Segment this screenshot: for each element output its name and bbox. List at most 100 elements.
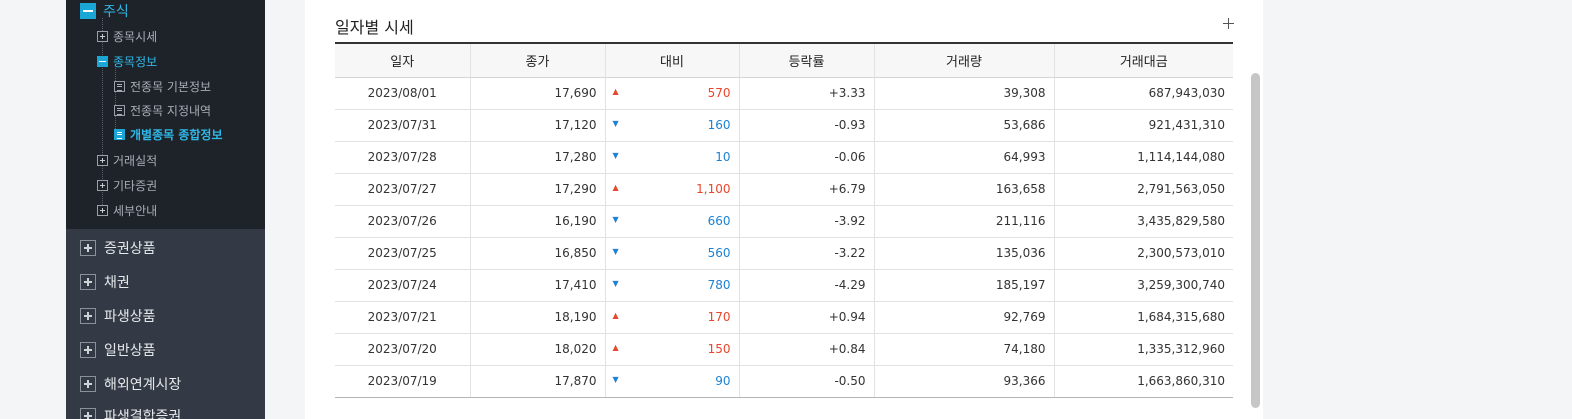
cell-diff: ▲ 1,100 [604,173,739,206]
expand-icon[interactable] [97,31,108,42]
cell-rate: +6.79 [738,173,874,206]
main-content: 일자별 시세 일자 종가 대비 등락률 거래량 거래대금 2023/08/01 1… [305,0,1263,419]
cell-date: 2023/07/28 [335,141,470,174]
cell-close: 17,690 [469,77,605,110]
cell-close: 17,410 [469,269,605,302]
document-icon [114,81,125,92]
table-row: 2023/07/27 17,290 ▲ 1,100 +6.79 163,658 2,791,… [335,173,1233,206]
expand-icon[interactable] [80,308,96,324]
cell-close: 18,020 [469,333,605,366]
tree-node-item-price[interactable]: 종목시세 [97,28,157,45]
sidebar-item-derivatives[interactable]: 파생상품 [80,306,156,326]
cell-volume: 93,366 [873,365,1054,398]
collapse-icon[interactable] [97,56,108,67]
cell-volume: 135,036 [873,237,1054,270]
plus-icon[interactable] [1223,18,1234,29]
table-row: 2023/07/19 17,870 ▼ 90 -0.50 93,366 1,663,860,… [335,365,1233,398]
sidebar-item-label: 증권상품 [104,241,156,257]
tree-node-all-basic-info[interactable]: 전종목 기본정보 [114,78,211,95]
cell-diff: ▲ 170 [604,301,739,334]
tree-connector [102,18,103,211]
table-row: 2023/07/31 17,120 ▼ 160 -0.93 53,686 921,431,3… [335,109,1233,142]
sidebar-item-label: 파생결합증권 [104,409,182,419]
diff-value: 10 [715,150,731,164]
arrow-down-icon: ▼ [612,118,619,128]
diff-value: 1,100 [696,182,731,196]
tree-node-item-info[interactable]: 종목정보 [97,53,157,70]
cell-close: 17,120 [469,109,605,142]
cell-close: 17,290 [469,173,605,206]
sidebar-item-label: 일반상품 [104,343,156,359]
diff-value: 150 [707,342,731,356]
expand-icon[interactable] [97,205,108,216]
tree-node-label: 거래실적 [113,154,158,168]
arrow-down-icon: ▼ [612,374,619,384]
cell-rate: -3.92 [738,205,874,238]
expand-icon[interactable] [80,376,96,392]
cell-diff: ▼ 560 [604,237,739,270]
cell-amount: 921,431,310 [1053,109,1233,142]
cell-amount: 1,114,144,080 [1053,141,1233,174]
arrow-down-icon: ▼ [612,278,619,288]
tree-node-stock[interactable]: 주식 [80,1,129,21]
arrow-up-icon: ▲ [612,182,619,192]
tree-node-details-guide[interactable]: 세부안내 [97,202,157,219]
cell-volume: 39,308 [873,77,1054,110]
sidebar-item-general-products[interactable]: 일반상품 [80,340,156,360]
cell-date: 2023/07/26 [335,205,470,238]
expand-icon[interactable] [80,274,96,290]
tree-node-all-designation[interactable]: 전종목 지정내역 [114,102,211,119]
tree-node-other-securities[interactable]: 기타증권 [97,177,157,194]
expand-icon[interactable] [80,408,96,419]
sidebar-item-derivative-linked-securities[interactable]: 파생결합증권 [80,406,181,419]
tree-node-label: 주식 [103,4,129,20]
arrow-down-icon: ▼ [612,214,619,224]
cell-rate: +3.33 [738,77,874,110]
cell-diff: ▼ 90 [604,365,739,398]
table-row: 2023/07/28 17,280 ▼ 10 -0.06 64,993 1,114,144,… [335,141,1233,174]
cell-close: 17,870 [469,365,605,398]
table-row: 2023/07/24 17,410 ▼ 780 -4.29 185,197 3,259,30… [335,269,1233,302]
sidebar-item-overseas-linked[interactable]: 해외연계시장 [80,374,181,394]
table-row: 2023/07/25 16,850 ▼ 560 -3.22 135,036 2,300,57… [335,237,1233,270]
collapse-icon[interactable] [80,3,96,19]
cell-volume: 53,686 [873,109,1054,142]
arrow-up-icon: ▲ [612,342,619,352]
arrow-down-icon: ▼ [612,150,619,160]
cell-amount: 1,663,860,310 [1053,365,1233,398]
expand-icon[interactable] [97,180,108,191]
cell-amount: 3,259,300,740 [1053,269,1233,302]
cell-amount: 3,435,829,580 [1053,205,1233,238]
column-header-volume: 거래량 [873,42,1054,78]
cell-volume: 211,116 [873,205,1054,238]
cell-rate: -3.22 [738,237,874,270]
table-row: 2023/07/20 18,020 ▲ 150 +0.84 74,180 1,335,312… [335,333,1233,366]
tree-node-label: 세부안내 [113,204,158,218]
cell-rate: -4.29 [738,269,874,302]
table-row: 2023/07/26 16,190 ▼ 660 -3.92 211,116 3,435,82… [335,205,1233,238]
cell-amount: 1,684,315,680 [1053,301,1233,334]
vertical-scrollbar[interactable] [1251,73,1260,408]
expand-icon[interactable] [80,342,96,358]
tree-node-label: 개별종목 종합정보 [130,128,223,142]
tree-node-individual-summary[interactable]: 개별종목 종합정보 [114,126,223,143]
tree-node-trading-results[interactable]: 거래실적 [97,152,157,169]
tree-connector [115,68,116,135]
tree-node-label: 기타증권 [113,179,158,193]
column-header-date: 일자 [335,42,470,78]
sidebar-item-securities-products[interactable]: 증권상품 [80,238,156,258]
cell-close: 17,280 [469,141,605,174]
section-title: 일자별 시세 [335,18,414,37]
expand-icon[interactable] [97,155,108,166]
daily-price-table: 일자 종가 대비 등락률 거래량 거래대금 2023/08/01 17,690 ▲ 5… [335,42,1233,398]
sidebar: 주식 종목시세 종목정보 전종목 기본정보 전종목 지정내역 개별종목 종합정보… [66,0,265,419]
column-header-diff: 대비 [604,42,739,78]
expand-icon[interactable] [80,240,96,256]
arrow-up-icon: ▲ [612,86,619,96]
sidebar-item-bonds[interactable]: 채권 [80,272,130,292]
cell-amount: 1,335,312,960 [1053,333,1233,366]
cell-amount: 2,791,563,050 [1053,173,1233,206]
diff-value: 660 [707,214,731,228]
cell-volume: 74,180 [873,333,1054,366]
cell-close: 16,850 [469,237,605,270]
